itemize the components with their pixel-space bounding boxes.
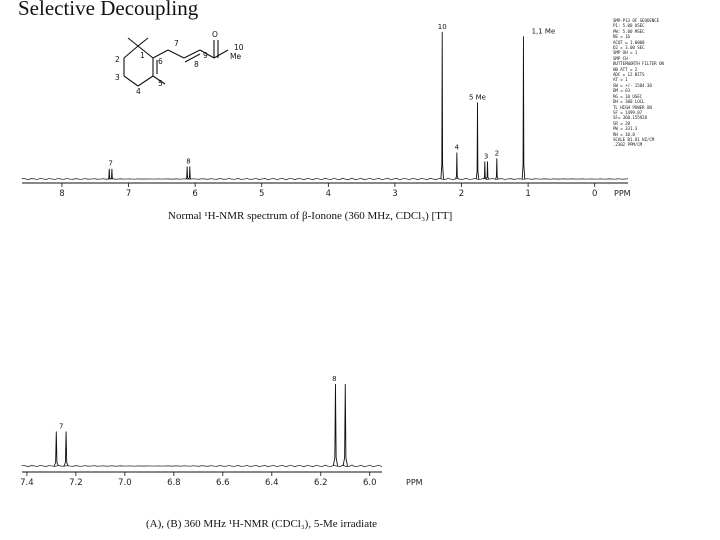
param-line: DM = 63 (613, 88, 630, 94)
param-line: P1: 5.00 USEC (613, 23, 645, 29)
full-peak (107, 168, 114, 180)
param-line: DH = 300 LOCL (613, 99, 645, 105)
full-x-tick-label: 8 (59, 189, 64, 199)
methyl-label: Me (230, 52, 241, 61)
expanded-x-tick-label: 6.4 (265, 478, 279, 488)
param-line: SR = 20 (613, 120, 630, 126)
full-peak-line (475, 102, 480, 180)
full-peak (495, 158, 499, 180)
full-peak (440, 31, 444, 180)
full-x-tick-label: 4 (326, 189, 331, 199)
atom-label-10: 10 (234, 43, 244, 52)
slide-title: Selective Decoupling (18, 0, 199, 20)
expanded-x-tick-label: 6.6 (216, 478, 230, 488)
full-peak-label: 8 (186, 158, 190, 166)
expanded-peak (53, 431, 69, 467)
param-line: NS = 16 (613, 34, 630, 40)
full-x-axis-label: PPM (614, 189, 631, 198)
full-peak-line (440, 31, 444, 180)
full-peak-line (188, 166, 192, 180)
full-peak-label: 3 (484, 152, 488, 160)
expanded-peak-line (63, 431, 69, 467)
param-line: ADC = 12 BITS (613, 72, 645, 78)
expanded-peak-label: 7 (59, 423, 63, 431)
param-line: .2302 PPM/CM (613, 142, 643, 148)
full-x-tick-label: 3 (392, 189, 397, 199)
expanded-x-tick-label: 7.4 (20, 478, 34, 488)
expanded-x-tick-label: 7.2 (69, 478, 83, 488)
atom-label-5: 5 (158, 79, 163, 88)
full-peak-line (521, 36, 526, 180)
expanded-x-tick-label: 6.8 (167, 478, 181, 488)
expanded-peak-line (53, 431, 59, 467)
full-x-tick-label: 0 (592, 189, 597, 199)
expanded-x-tick-label: 6.0 (363, 478, 377, 488)
atom-label-6: 6 (158, 57, 163, 66)
atom-label-2: 2 (115, 55, 120, 64)
expanded-x-tick-label: 7.0 (118, 478, 132, 488)
param-line: D2 = 3.00 SEC (613, 45, 645, 51)
param-line: BUTTERWORTH FILTER ON (613, 61, 664, 67)
param-line: RG = 10 USEC (613, 93, 643, 99)
param-line: PW = 331.3 (613, 126, 638, 132)
full-peak-label: 10 (438, 23, 447, 31)
param-line: PW: 5.00 MSEC (613, 28, 645, 34)
full-x-tick-label: 1 (525, 189, 530, 199)
full-x-tick-label: 5 (259, 189, 264, 199)
full-baseline (21, 177, 629, 181)
expanded-peak-label: 8 (332, 375, 336, 383)
param-line: TL HIGH POWER ON (613, 104, 652, 110)
atom-label-7: 7 (174, 39, 179, 48)
full-peak-line (485, 161, 490, 180)
expanded-x-tick-label: 6.2 (314, 478, 328, 488)
full-peak-line (495, 158, 499, 180)
full-x-tick-label: 6 (192, 189, 197, 199)
param-line: SMP-P13 OF SEQUENCE (613, 18, 660, 23)
param-line: SW = +/- 1584.30 (613, 82, 652, 88)
full-peak (483, 161, 490, 180)
param-line: SF= 360.155928 (613, 115, 647, 121)
full-peak-label: 4 (455, 144, 460, 152)
expanded-x-axis-label: PPM (406, 478, 423, 487)
acquisition-parameters: SMP-P13 OF SEQUENCE P1: 5.00 USEC PW: 5.… (613, 18, 705, 148)
spectrum-caption-full: Normal ¹H-NMR spectrum of β-Ionone (360 … (168, 210, 453, 222)
full-peak (475, 102, 480, 180)
full-peak-label: 1,1 Me (532, 27, 556, 35)
full-peak-line (110, 168, 114, 180)
atom-label-4: 4 (136, 87, 141, 96)
full-x-tick-label: 2 (459, 189, 464, 199)
param-line: ACQT = 1.0000 (613, 39, 645, 45)
param-line: HB ATT = 2 (613, 66, 638, 72)
full-peak-label: 7 (108, 160, 112, 168)
atom-label-1: 1 (140, 51, 145, 60)
full-peak (455, 152, 459, 180)
full-peak (185, 166, 192, 180)
param-line: AT = 1 (613, 77, 628, 83)
atom-label-9: 9 (203, 51, 208, 60)
param-line: SCALE B1.81 HZ/CM (613, 136, 655, 142)
expanded-baseline (21, 464, 383, 468)
full-peak-line (185, 166, 189, 180)
full-peak-label: 5 Me (469, 94, 486, 102)
full-peak-label: 2 (495, 149, 499, 157)
atom-label-3: 3 (115, 73, 120, 82)
param-line: SMP OH = 1 (613, 50, 638, 56)
param-line: SF = 1499.87 (613, 109, 643, 115)
expanded-peak-line (332, 383, 339, 467)
oxygen-label: O (212, 30, 218, 39)
full-peak-line (107, 168, 111, 180)
expanded-peak-line (342, 383, 348, 467)
spectrum-caption-expanded: (A), (B) 360 MHz ¹H-NMR (CDCl₃), 5-Me ir… (146, 518, 378, 530)
param-line: RH = 10.0 (613, 131, 635, 137)
atom-label-8: 8 (194, 60, 199, 69)
expanded-peak (332, 383, 348, 467)
full-x-tick-label: 7 (126, 189, 131, 199)
full-peak-line (483, 161, 487, 180)
param-line: SMP CH (613, 55, 628, 61)
full-peak-line (455, 152, 459, 180)
full-peak (521, 36, 526, 180)
